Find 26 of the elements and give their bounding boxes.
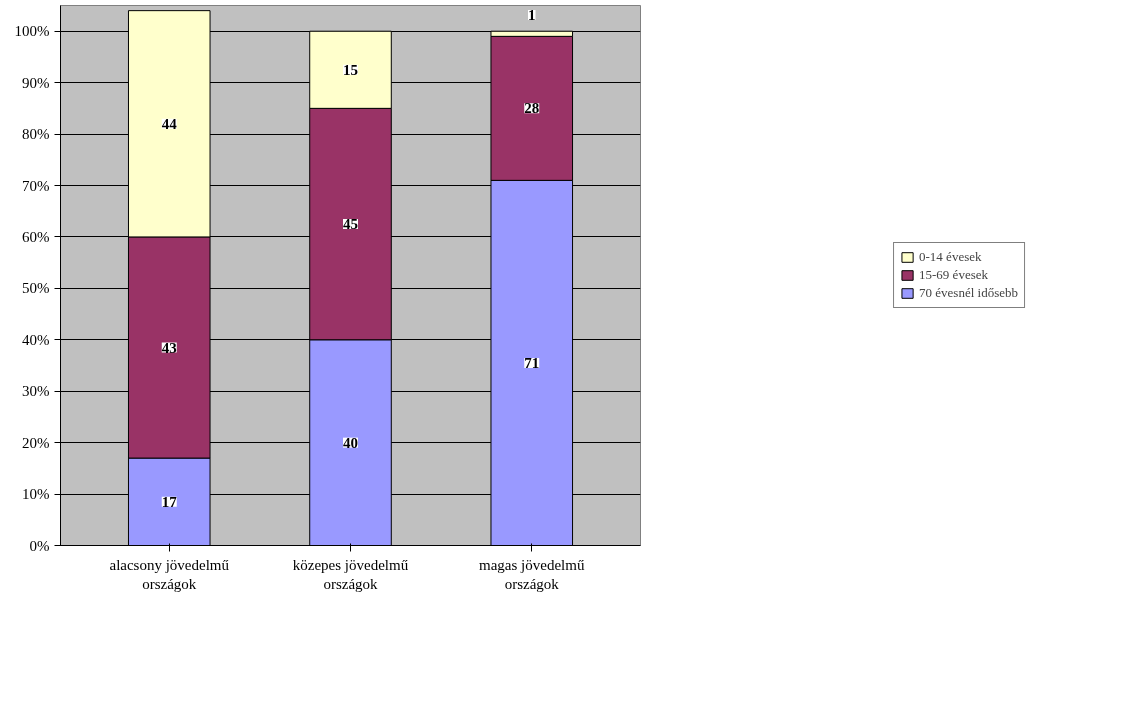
y-tick-label: 50% xyxy=(22,280,50,297)
x-tick-label: közepes jövedelmű országok xyxy=(292,556,409,592)
data-label: 44 xyxy=(161,115,178,132)
y-tick-label: 100% xyxy=(14,23,50,40)
data-label: 43 xyxy=(161,339,177,356)
y-tick-label: 80% xyxy=(22,126,50,143)
x-tick-label: magas jövedelmű országok xyxy=(479,556,585,592)
data-label: 1 xyxy=(528,7,536,24)
data-label: 71 xyxy=(524,354,540,371)
legend-label: 15-69 évesek xyxy=(919,267,988,283)
legend-label: 0-14 évesek xyxy=(919,249,982,265)
x-tick-label: alacsony jövedelmű országok xyxy=(109,556,230,592)
data-label: 40 xyxy=(343,434,358,451)
data-label: 28 xyxy=(524,100,540,117)
y-tick-label: 30% xyxy=(22,383,50,400)
y-tick-label: 90% xyxy=(22,74,50,91)
y-tick-label: 70% xyxy=(22,177,50,194)
data-label: 15 xyxy=(343,61,358,78)
y-tick-label: 10% xyxy=(22,486,50,503)
data-label: 45 xyxy=(343,216,358,233)
legend-label: 70 évesnél idősebb xyxy=(919,285,1018,301)
y-tick-label: 20% xyxy=(22,434,50,451)
y-tick-label: 40% xyxy=(22,331,50,348)
y-tick-label: 0% xyxy=(29,537,50,554)
data-label: 17 xyxy=(161,493,178,510)
y-tick-label: 60% xyxy=(22,228,50,245)
